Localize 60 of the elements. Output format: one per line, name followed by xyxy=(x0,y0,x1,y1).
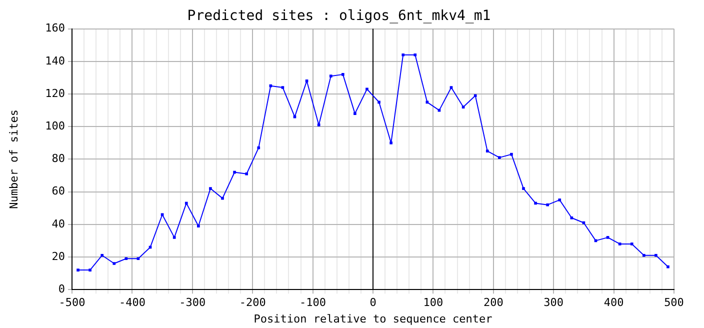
y-tick-label: 80 xyxy=(52,152,65,166)
y-tick-label: 140 xyxy=(45,54,65,68)
point xyxy=(269,84,272,88)
y-tick-label: 40 xyxy=(52,217,65,230)
point xyxy=(317,124,320,126)
x-tick-label: 0 xyxy=(370,296,376,310)
point xyxy=(426,100,429,104)
point xyxy=(414,53,417,56)
point xyxy=(112,262,116,265)
y-axis-title: Number of sites xyxy=(7,110,20,209)
point xyxy=(160,213,164,216)
x-axis-title: Position relative to sequence center xyxy=(254,312,493,326)
y-tick-label: 0 xyxy=(58,282,65,296)
x-tick-label: -300 xyxy=(179,296,206,310)
x-tick-label: -200 xyxy=(239,296,266,310)
point xyxy=(378,100,380,104)
y-tick-label: 20 xyxy=(52,250,65,263)
point xyxy=(666,265,670,268)
point xyxy=(124,257,128,260)
point xyxy=(341,73,344,76)
point xyxy=(305,80,308,82)
point xyxy=(257,146,260,150)
point xyxy=(606,236,610,239)
point xyxy=(558,198,562,202)
point xyxy=(172,236,176,239)
point xyxy=(654,254,658,257)
x-tick-label: -100 xyxy=(300,296,326,310)
x-tick-label: 500 xyxy=(664,296,684,310)
point xyxy=(245,172,248,176)
x-tick-label: 200 xyxy=(483,296,504,310)
point xyxy=(462,106,465,108)
point xyxy=(221,196,224,200)
point xyxy=(450,86,453,89)
point xyxy=(534,202,537,205)
point xyxy=(630,242,634,246)
point xyxy=(281,86,284,89)
x-tick-label: 100 xyxy=(423,296,444,310)
y-tick-label: 60 xyxy=(52,184,65,198)
point xyxy=(510,152,513,156)
point xyxy=(184,202,188,205)
point xyxy=(76,268,80,272)
point xyxy=(546,203,549,206)
point xyxy=(136,257,140,260)
x-tick-label: -500 xyxy=(58,296,86,310)
chart-title: Predicted sites : oligos_6nt_mkv4_m1 xyxy=(187,8,491,24)
point xyxy=(100,254,104,257)
point xyxy=(642,254,646,257)
point xyxy=(233,170,236,174)
point xyxy=(329,74,332,78)
y-tick-label: 100 xyxy=(45,119,65,132)
x-tick-label: 300 xyxy=(544,296,564,310)
point xyxy=(474,94,477,98)
y-tick-label: 160 xyxy=(45,22,65,35)
point xyxy=(402,53,405,56)
x-tick-label: 400 xyxy=(604,296,624,310)
point xyxy=(570,216,574,220)
x-tick-label: -400 xyxy=(118,296,146,310)
point xyxy=(618,242,622,246)
point xyxy=(486,150,489,152)
y-tick-label: 120 xyxy=(45,86,65,100)
